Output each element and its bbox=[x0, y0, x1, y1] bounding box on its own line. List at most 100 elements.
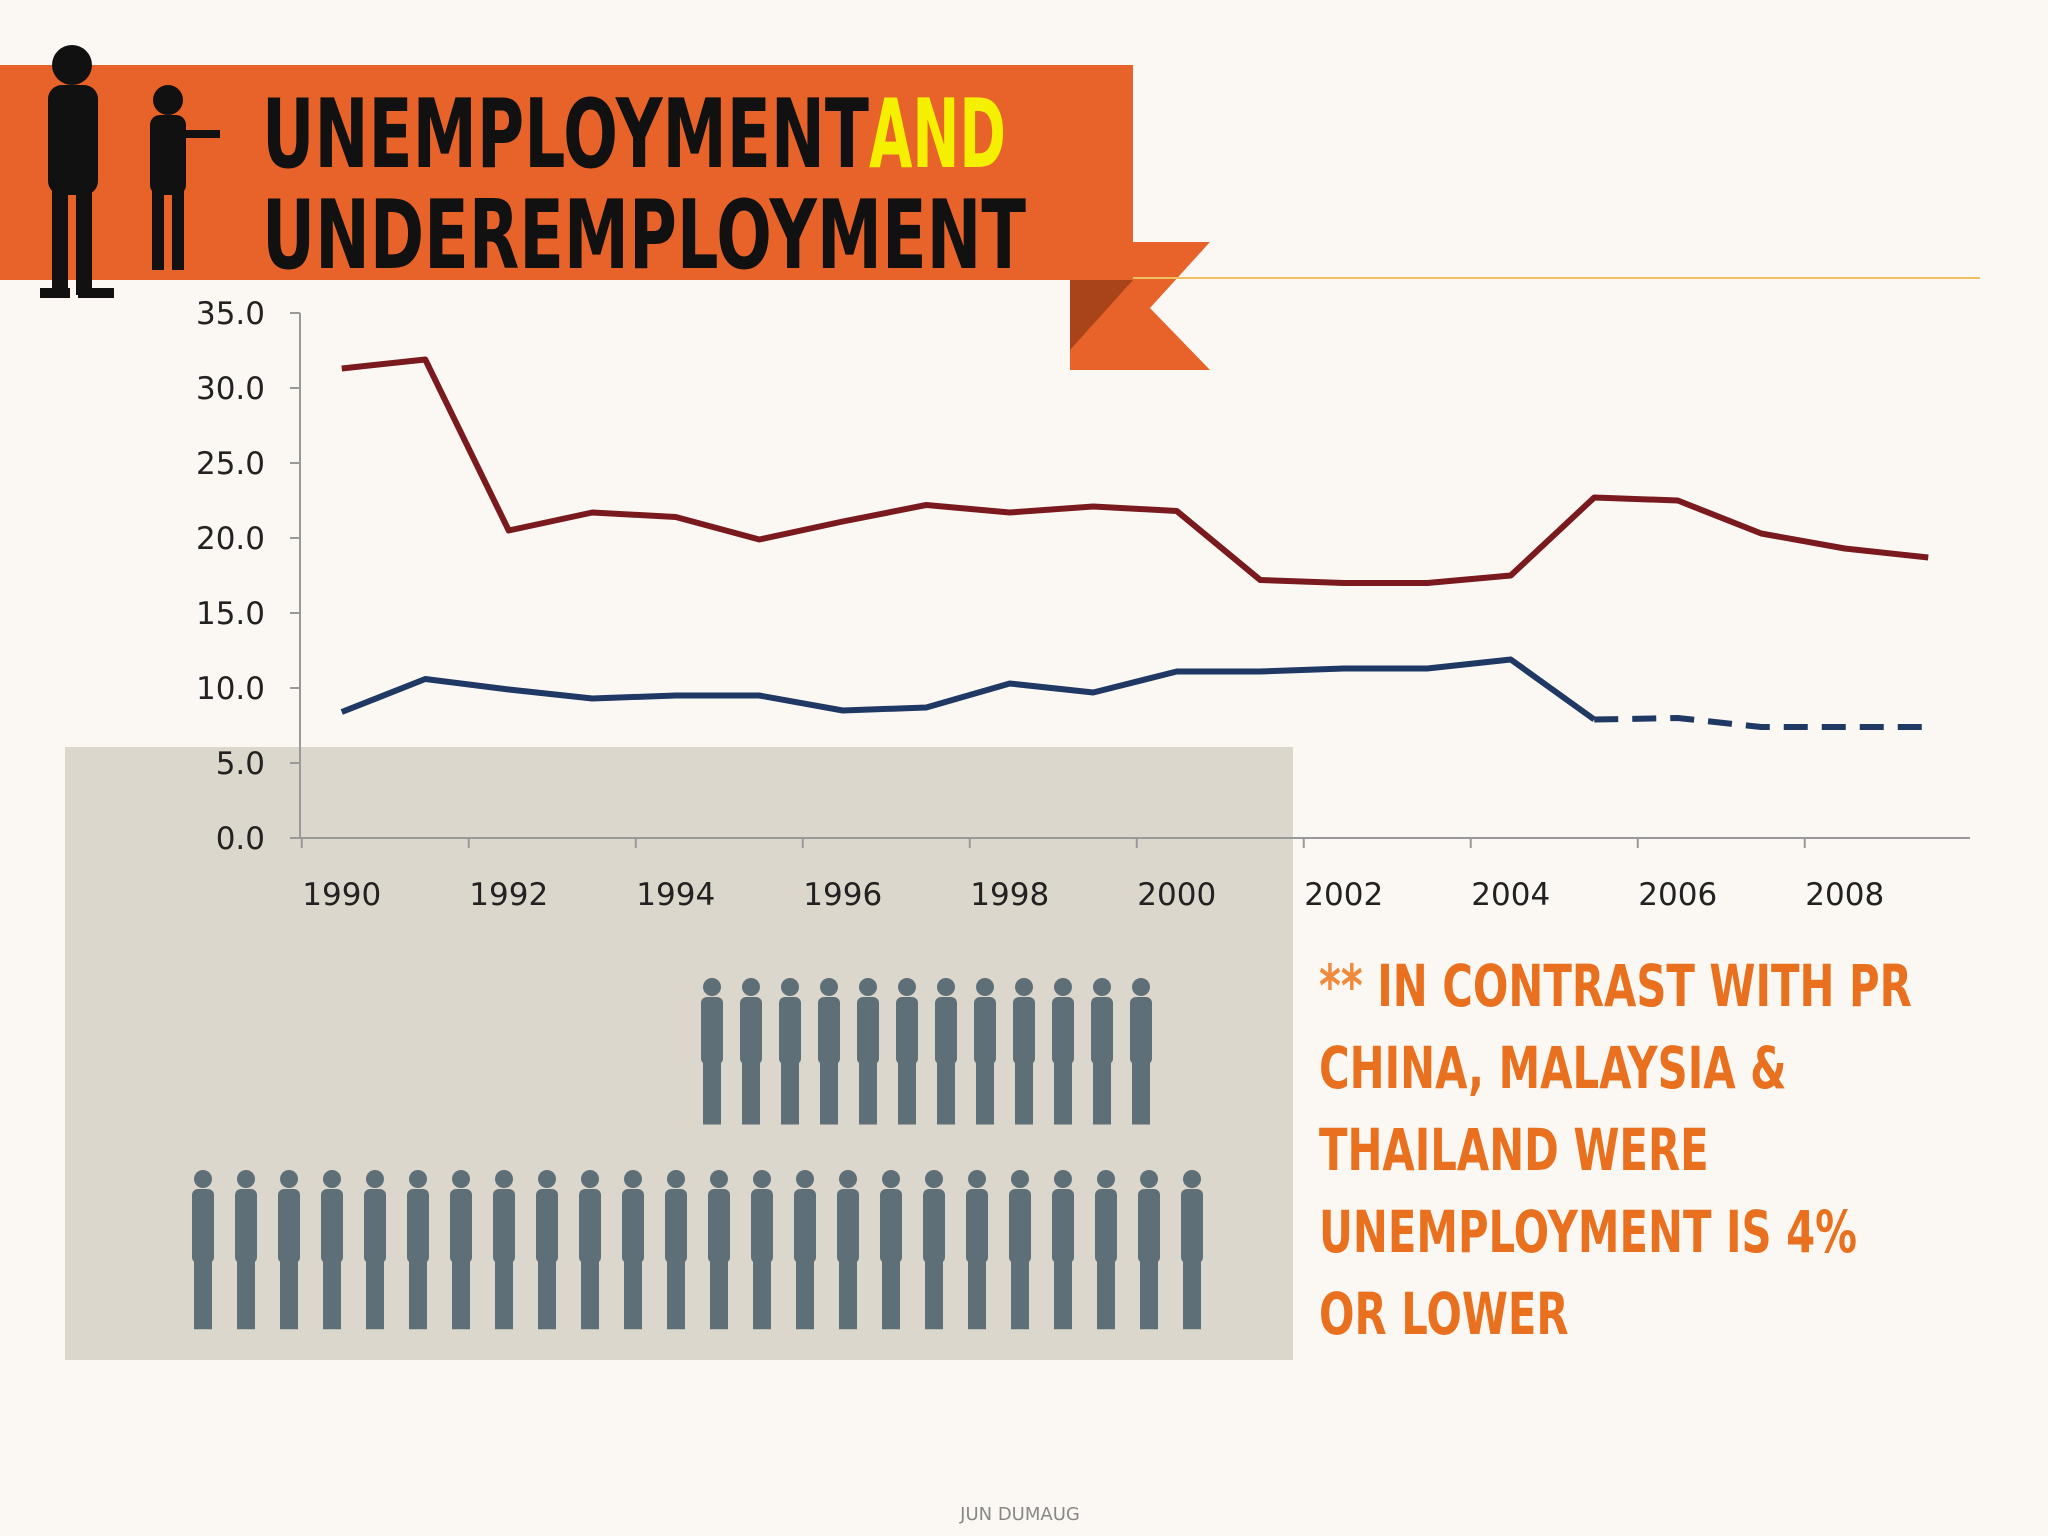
person-legs bbox=[753, 1259, 771, 1330]
person-legs bbox=[366, 1259, 384, 1330]
person-body bbox=[665, 1189, 687, 1264]
person-head bbox=[495, 1170, 513, 1188]
person-head bbox=[1015, 978, 1033, 996]
person-body bbox=[935, 997, 957, 1065]
person-body bbox=[837, 1189, 859, 1264]
person-legs bbox=[624, 1259, 642, 1330]
person-body bbox=[493, 1189, 515, 1264]
person-legs bbox=[1093, 1061, 1111, 1125]
person-head bbox=[409, 1170, 427, 1188]
ribbon-fold bbox=[1070, 280, 1133, 350]
x-tick-label: 2004 bbox=[1471, 877, 1550, 913]
person-body bbox=[622, 1189, 644, 1264]
person-legs bbox=[1015, 1061, 1033, 1125]
x-tick-label: 1996 bbox=[803, 877, 882, 913]
person-head bbox=[742, 978, 760, 996]
person-body bbox=[880, 1189, 902, 1264]
title-part: AND bbox=[869, 80, 1006, 190]
person-body bbox=[974, 997, 996, 1065]
person-head bbox=[1132, 978, 1150, 996]
y-tick-label: 15.0 bbox=[196, 596, 265, 632]
person-head bbox=[538, 1170, 556, 1188]
person-legs bbox=[1054, 1259, 1072, 1330]
person-head bbox=[323, 1170, 341, 1188]
series-line bbox=[341, 356, 1929, 586]
person-legs bbox=[409, 1259, 427, 1330]
person-body bbox=[450, 1189, 472, 1264]
person-body bbox=[321, 1189, 343, 1264]
person-body bbox=[1009, 1189, 1031, 1264]
person-body bbox=[536, 1189, 558, 1264]
person-head bbox=[925, 1170, 943, 1188]
x-tick-label: 1994 bbox=[636, 877, 715, 913]
person-body bbox=[794, 1189, 816, 1264]
y-tick-label: 30.0 bbox=[196, 371, 265, 407]
person-body bbox=[896, 997, 918, 1065]
y-tick-label: 35.0 bbox=[196, 296, 265, 332]
person-head bbox=[859, 978, 877, 996]
person-body bbox=[364, 1189, 386, 1264]
person-body bbox=[740, 997, 762, 1065]
person-head bbox=[667, 1170, 685, 1188]
person-legs bbox=[1011, 1259, 1029, 1330]
person-legs bbox=[323, 1259, 341, 1330]
person-body bbox=[192, 1189, 214, 1264]
person-body bbox=[1181, 1189, 1203, 1264]
person-legs bbox=[280, 1259, 298, 1330]
person-legs bbox=[667, 1259, 685, 1330]
person-body bbox=[1138, 1189, 1160, 1264]
x-tick-label: 1998 bbox=[970, 877, 1049, 913]
person-legs bbox=[968, 1259, 986, 1330]
person-legs bbox=[1054, 1061, 1072, 1125]
person-head bbox=[710, 1170, 728, 1188]
person-head bbox=[1183, 1170, 1201, 1188]
person-body bbox=[278, 1189, 300, 1264]
person-legs bbox=[1132, 1061, 1150, 1125]
person-head bbox=[968, 1170, 986, 1188]
person-body bbox=[1091, 997, 1113, 1065]
person-body bbox=[701, 997, 723, 1065]
x-tick-label: 1990 bbox=[302, 877, 381, 913]
person-legs bbox=[882, 1259, 900, 1330]
x-tick-label: 2000 bbox=[1137, 877, 1216, 913]
worker-silhouettes bbox=[40, 45, 220, 298]
person-legs bbox=[937, 1061, 955, 1125]
series-line bbox=[340, 656, 1597, 722]
person-legs bbox=[742, 1061, 760, 1125]
person-head bbox=[366, 1170, 384, 1188]
person-head bbox=[1140, 1170, 1158, 1188]
person-head bbox=[898, 978, 916, 996]
person-head bbox=[781, 978, 799, 996]
person-body bbox=[966, 1189, 988, 1264]
person-head bbox=[194, 1170, 212, 1188]
person-head bbox=[820, 978, 838, 996]
person-head bbox=[624, 1170, 642, 1188]
person-legs bbox=[194, 1259, 212, 1330]
person-legs bbox=[1140, 1259, 1158, 1330]
person-head bbox=[1093, 978, 1111, 996]
person-body bbox=[235, 1189, 257, 1264]
person-body bbox=[1052, 1189, 1074, 1264]
y-tick-label: 20.0 bbox=[196, 521, 265, 557]
person-legs bbox=[581, 1259, 599, 1330]
person-legs bbox=[1097, 1259, 1115, 1330]
person-legs bbox=[796, 1259, 814, 1330]
person-head bbox=[1054, 978, 1072, 996]
person-body bbox=[708, 1189, 730, 1264]
x-tick-label: 2006 bbox=[1638, 877, 1717, 913]
person-head bbox=[882, 1170, 900, 1188]
title-part: UNEMPLOYMENT bbox=[262, 80, 869, 190]
x-tick-label: 2002 bbox=[1304, 877, 1383, 913]
person-head bbox=[1054, 1170, 1072, 1188]
person-head bbox=[703, 978, 721, 996]
person-legs bbox=[781, 1061, 799, 1125]
person-head bbox=[796, 1170, 814, 1188]
queue-silhouettes bbox=[192, 978, 1203, 1330]
person-legs bbox=[1183, 1259, 1201, 1330]
person-body bbox=[779, 997, 801, 1065]
person-body bbox=[407, 1189, 429, 1264]
person-legs bbox=[495, 1259, 513, 1330]
y-tick-label: 10.0 bbox=[196, 671, 265, 707]
person-legs bbox=[859, 1061, 877, 1125]
